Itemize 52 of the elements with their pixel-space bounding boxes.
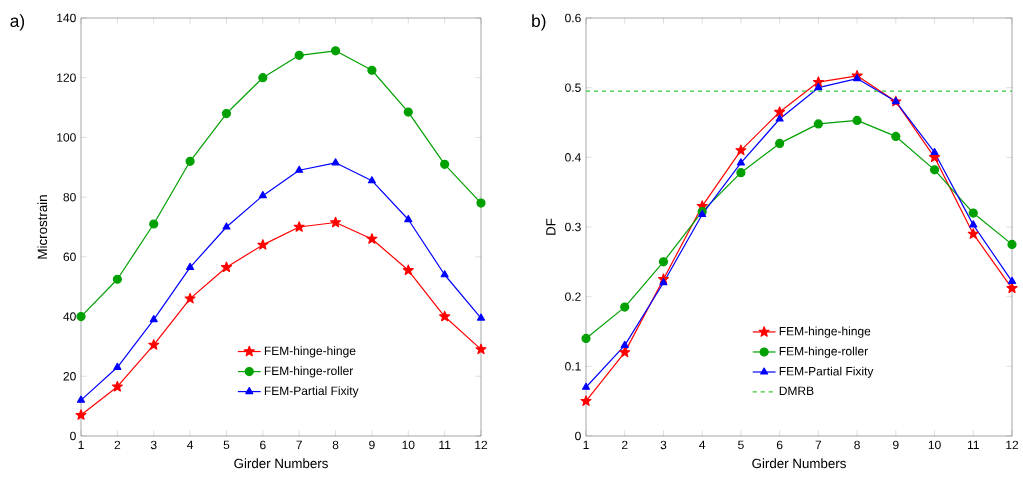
y-tick-label: 0.6 xyxy=(565,13,581,23)
x-tick-label: 7 xyxy=(296,440,302,449)
x-axis-title: Girder Numbers xyxy=(234,458,328,469)
y-tick-label: 0.1 xyxy=(565,362,581,371)
x-tick-label: 2 xyxy=(114,440,121,450)
x-tick-label: 5 xyxy=(223,440,230,450)
y-tick-label: 0 xyxy=(575,431,581,441)
y-tick-label: 60 xyxy=(63,252,76,262)
legend-label: FEM-Partial Fixity xyxy=(779,366,874,378)
x-tick-label: 10 xyxy=(928,440,941,450)
y-tick-label: 40 xyxy=(63,312,76,321)
y-tick-label: 140 xyxy=(57,13,76,23)
y-axis-title: Microstrain xyxy=(37,195,48,259)
x-tick-label: 9 xyxy=(893,440,899,450)
x-tick-label: 7 xyxy=(815,440,822,449)
y-tick-label: 100 xyxy=(57,133,76,142)
legend-label: FEM-Partial Fixity xyxy=(264,386,359,398)
x-tick-label: 1 xyxy=(583,440,589,449)
y-tick-label: 0 xyxy=(70,431,76,441)
legend-label: FEM-hinge-roller xyxy=(779,346,868,358)
text: a) xyxy=(10,14,25,31)
x-tick-label: 6 xyxy=(260,440,266,450)
x-tick-label: 6 xyxy=(776,440,783,450)
y-tick-label: 80 xyxy=(63,192,76,202)
y-tick-label: 0.3 xyxy=(565,222,581,232)
x-tick-label: 2 xyxy=(622,440,628,450)
x-tick-label: 4 xyxy=(699,440,706,449)
y-tick-label: 0.4 xyxy=(565,153,581,162)
x-tick-label: 5 xyxy=(738,440,744,450)
y-tick-label: 20 xyxy=(63,372,76,381)
x-tick-label: 12 xyxy=(1006,440,1019,450)
x-axis-title: Girder Numbers xyxy=(752,458,846,469)
legend-label: FEM-hinge-roller xyxy=(264,366,354,378)
legend-label: FEM-hinge-hinge xyxy=(264,346,356,358)
y-axis-title: DF xyxy=(546,218,556,235)
legend-label: FEM-hinge-hinge xyxy=(779,326,871,338)
x-tick-label: 3 xyxy=(150,440,157,450)
y-tick-label: 0.5 xyxy=(565,83,581,92)
y-tick-label: 120 xyxy=(57,73,76,82)
y-tick-label: 0.2 xyxy=(565,292,581,301)
x-tick-label: 11 xyxy=(439,440,451,449)
x-tick-label: 12 xyxy=(475,440,488,450)
x-tick-label: 9 xyxy=(369,440,375,450)
x-tick-label: 4 xyxy=(187,440,194,449)
x-tick-label: 8 xyxy=(332,440,339,450)
x-tick-label: 1 xyxy=(78,440,84,449)
x-tick-label: 3 xyxy=(660,440,667,450)
text: b) xyxy=(532,14,546,31)
x-tick-label: 11 xyxy=(967,440,979,449)
x-tick-label: 8 xyxy=(854,440,860,450)
x-tick-label: 10 xyxy=(402,440,415,450)
legend-label: DMRB xyxy=(779,386,814,395)
